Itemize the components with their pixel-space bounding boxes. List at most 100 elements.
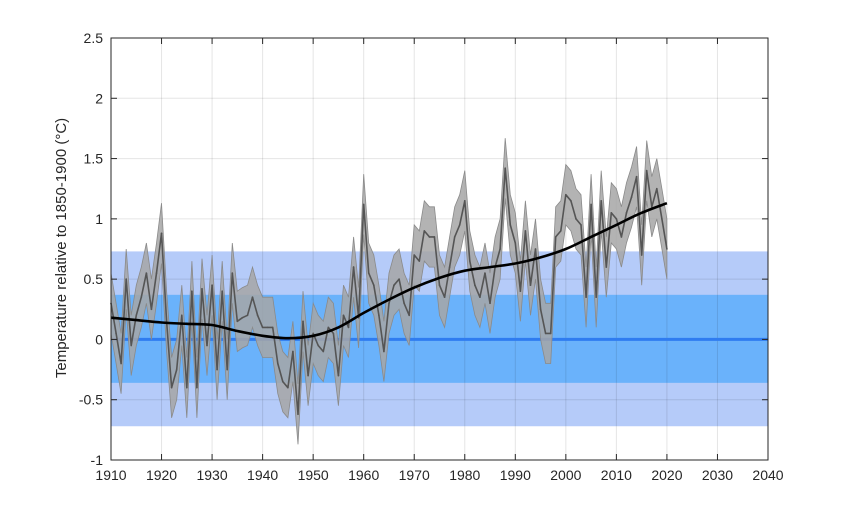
annual-point [575, 218, 577, 220]
annual-point [241, 316, 244, 319]
annual-point [347, 326, 350, 329]
annual-point [585, 296, 587, 299]
annual-point [656, 187, 658, 190]
y-tick-label: -0.5 [79, 392, 103, 408]
annual-point [559, 230, 562, 232]
annual-point [155, 272, 158, 274]
annual-point [302, 320, 304, 323]
annual-point [352, 266, 355, 268]
annual-point [600, 199, 603, 202]
annual-point [388, 302, 390, 305]
x-axis-ticks: 1910 1920 1930 1940 1950 1960 1970 1980 1990 2000… [95, 38, 784, 483]
annual-point [534, 248, 537, 250]
annual-point [196, 386, 198, 389]
annual-point [463, 199, 466, 202]
annual-point [120, 362, 122, 365]
annual-point [332, 332, 335, 335]
y-tick-label: 0 [95, 331, 103, 347]
annual-point [256, 314, 259, 317]
annual-point [322, 350, 325, 353]
annual-point [458, 224, 461, 226]
annual-point [186, 386, 188, 389]
annual-point [418, 260, 421, 262]
x-tick-label: 2000 [550, 467, 581, 483]
annual-point [620, 236, 623, 238]
annual-point [514, 242, 517, 244]
annual-point [570, 199, 572, 202]
annual-point [403, 302, 405, 305]
y-tick-label: 2.5 [84, 30, 104, 46]
x-tick-label: 2030 [702, 467, 733, 483]
annual-point [474, 284, 476, 286]
annual-point [201, 287, 203, 290]
annual-point [145, 272, 148, 274]
y-tick-label: -1 [91, 452, 104, 468]
y-axis-ticks: -1 -0.5 0 0.5 1 1.5 2 2.5 [79, 30, 768, 468]
annual-point [509, 224, 512, 226]
x-tick-label: 1920 [146, 467, 177, 483]
annual-point [327, 326, 330, 329]
annual-point [615, 218, 618, 220]
y-tick-label: 2 [95, 90, 103, 106]
annual-point [292, 350, 294, 353]
annual-point [610, 212, 613, 214]
annual-point [428, 236, 431, 238]
annual-point [489, 302, 491, 305]
annual-point [342, 314, 345, 317]
annual-point [539, 308, 542, 311]
x-tick-label: 1990 [500, 467, 531, 483]
annual-point [160, 232, 163, 235]
annual-point [367, 272, 370, 274]
annual-point [135, 314, 138, 317]
x-tick-label: 2010 [601, 467, 632, 483]
annual-point [635, 175, 638, 178]
x-tick-label: 1910 [95, 467, 126, 483]
annual-point [312, 332, 314, 335]
annual-point [413, 254, 416, 256]
annual-point [362, 203, 365, 206]
smoothed-trend [110, 201, 668, 340]
annual-point [595, 296, 597, 299]
annual-point [645, 169, 648, 172]
annual-point [236, 320, 239, 323]
annual-point [408, 314, 410, 317]
annual-point [226, 368, 229, 371]
annual-point [383, 350, 385, 353]
annual-point [297, 413, 299, 415]
annual-point [423, 230, 426, 232]
annual-point [565, 193, 567, 196]
annual-point [206, 344, 208, 347]
annual-point [469, 260, 471, 262]
annual-uncertainty-band [110, 138, 668, 445]
annual-point [211, 284, 213, 286]
annual-point [221, 290, 223, 293]
y-axis-title: Temperature relative to 1850-1900 (°C) [53, 118, 70, 378]
annual-point [398, 278, 400, 280]
annual-point [453, 236, 456, 238]
annual-point [393, 284, 395, 286]
x-tick-label: 2040 [752, 467, 783, 483]
x-tick-label: 1960 [348, 467, 379, 483]
annual-point [216, 368, 218, 371]
annual-point [580, 224, 582, 226]
axes-frame [110, 37, 769, 461]
annual-point [479, 296, 481, 299]
annual-point [519, 290, 522, 293]
annual-point [170, 386, 173, 389]
annual-point [529, 284, 532, 286]
annual-point [261, 326, 264, 329]
annual-point [373, 284, 375, 286]
annual-point [317, 344, 320, 347]
annual-point [524, 230, 527, 232]
smoothed-line [110, 201, 668, 340]
annual-series [110, 167, 668, 416]
annual-point [433, 236, 436, 238]
annual-point [484, 272, 486, 274]
annual-point [125, 278, 127, 280]
annual-point [307, 374, 309, 377]
y-tick-label: 0.5 [84, 271, 104, 287]
annual-point [246, 314, 249, 317]
annual-point [175, 368, 178, 371]
annual-point [150, 308, 153, 311]
x-tick-label: 2020 [651, 467, 682, 483]
